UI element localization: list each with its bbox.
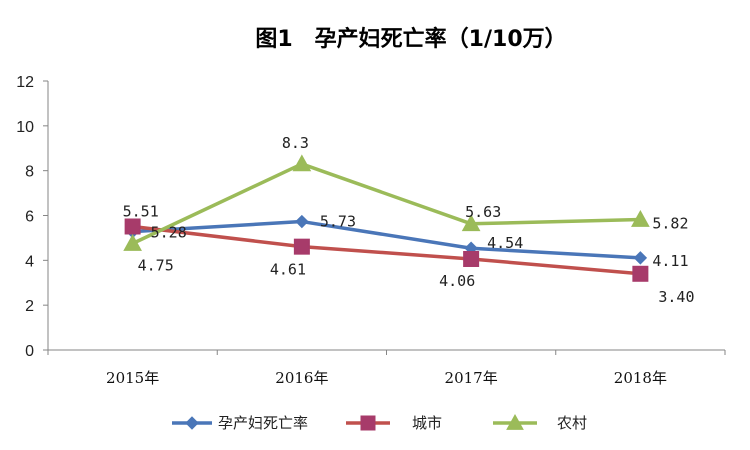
- data-point-1-3: [632, 265, 649, 282]
- axes: 0 2 4 6 8 10 12 2015年 2016年 2017年 2018年: [16, 74, 726, 387]
- data-label-1-2: 4.06: [439, 272, 475, 290]
- data-point-2-2: [461, 214, 481, 232]
- data-label-0-0: 5.28: [151, 224, 187, 242]
- chart-title: 图1 孕产妇死亡率（1/10万）: [255, 26, 566, 52]
- data-label-1-3: 3.40: [658, 288, 694, 306]
- legend-label-1: 城市: [412, 414, 442, 432]
- data-label-1-0: 5.51: [123, 202, 159, 220]
- x-tick-label: 2015年: [106, 369, 159, 387]
- data-point-0-3: [633, 251, 648, 265]
- data-point-1-0: [124, 218, 141, 235]
- series-line-0: [132, 219, 641, 260]
- data-label-0-3: 4.11: [652, 252, 688, 270]
- series-line-1: [132, 224, 641, 276]
- data-labels: 5.28 5.73 4.54 4.11 5.51 4.61 4.06 3.40 4.75 8.3 5…: [123, 134, 695, 306]
- series-lines: [131, 162, 641, 276]
- data-label-2-2: 5.63: [465, 203, 501, 221]
- legend-label-2: 农村: [557, 414, 587, 432]
- data-label-1-1: 4.61: [270, 261, 306, 279]
- series-line-2: [131, 162, 641, 246]
- legend-marker-1: [360, 415, 376, 431]
- y-tick-label: 8: [25, 164, 34, 181]
- y-tick-label: 10: [16, 119, 34, 136]
- data-point-2-0: [123, 233, 142, 251]
- y-tick-label: 6: [25, 209, 34, 226]
- y-tick-label: 12: [16, 74, 34, 91]
- x-tick-label: 2016年: [275, 369, 328, 387]
- legend-marker-0: [185, 416, 199, 430]
- y-tick-label: 2: [25, 298, 34, 315]
- legend-marker-2: [506, 413, 524, 430]
- data-label-2-0: 4.75: [138, 257, 174, 275]
- data-point-1-1: [293, 238, 310, 255]
- y-tick-label: 4: [25, 253, 34, 270]
- data-label-2-1: 8.3: [282, 134, 309, 152]
- x-tick-label: 2017年: [445, 369, 498, 387]
- data-label-2-3: 5.82: [652, 215, 688, 233]
- data-label-0-1: 5.73: [320, 213, 356, 231]
- data-point-2-3: [631, 210, 650, 227]
- data-label-0-2: 4.54: [487, 234, 523, 252]
- data-point-1-2: [463, 250, 480, 267]
- legend-label-0: 孕产妇死亡率: [218, 414, 308, 432]
- legend: 孕产妇死亡率 城市 农村: [172, 413, 587, 432]
- y-tick-label: 0: [25, 343, 34, 360]
- series-markers: [123, 154, 650, 282]
- data-point-2-1: [292, 154, 312, 172]
- x-tick-label: 2018年: [614, 369, 667, 387]
- data-point-0-1: [295, 214, 309, 229]
